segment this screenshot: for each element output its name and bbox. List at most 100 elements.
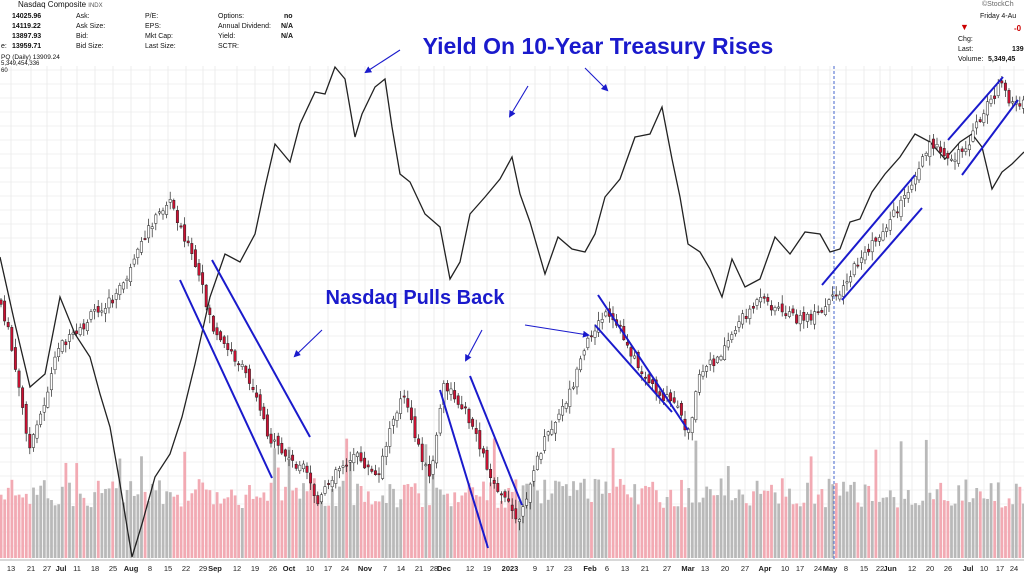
pe-label: P/E: (145, 13, 159, 20)
volume-bar (50, 499, 53, 558)
volume-bar (582, 478, 586, 558)
x-tick-label: 9 (533, 564, 537, 573)
candle-body (949, 158, 953, 161)
volume-bar (366, 491, 370, 558)
x-tick-label: 14 (397, 564, 405, 573)
candle-body (960, 148, 964, 152)
volume-bar (410, 486, 413, 558)
x-tick-label: 12 (908, 564, 916, 573)
volume-bar (150, 483, 154, 558)
annotation-arrow (465, 329, 483, 362)
volume-bar (68, 482, 71, 558)
volume-bar (14, 495, 17, 558)
candle-body (287, 457, 291, 461)
volume-bar (230, 489, 233, 558)
volume-bar (820, 489, 824, 558)
volume-bar (536, 490, 539, 558)
candle-body (777, 306, 781, 309)
volume-bar (251, 498, 255, 558)
volume-bar (683, 507, 687, 558)
candle-body (845, 281, 849, 284)
volume-bar (586, 498, 590, 558)
volume-bar (161, 504, 165, 558)
volume-bar (878, 501, 881, 558)
candle-body (499, 493, 503, 496)
x-tick-label: 12 (466, 564, 474, 573)
candle-body (629, 347, 633, 357)
candle-body (982, 113, 986, 123)
candle-body (769, 305, 773, 311)
candle-body (10, 327, 14, 351)
candle-body (834, 294, 838, 297)
volume-bar (917, 505, 921, 558)
candle-body (859, 257, 863, 263)
x-tick-label: Feb (583, 564, 597, 573)
volume-bar (10, 479, 14, 558)
volume-bar (363, 501, 367, 558)
volume-bar (370, 504, 374, 558)
candle-body (111, 299, 115, 304)
candle-body (784, 313, 788, 316)
volume-bar (676, 506, 680, 558)
volume-bar (640, 488, 644, 558)
volume-bar (348, 460, 352, 558)
x-tick-label: 12 (233, 564, 241, 573)
candle-body (64, 341, 68, 346)
candle-body (35, 424, 39, 439)
volume-bar (168, 492, 172, 558)
candle-body (21, 387, 25, 408)
candle-body (939, 146, 943, 153)
candle-body (136, 248, 140, 258)
candle-body (395, 412, 399, 421)
volume-bar (579, 482, 583, 558)
candle-body (525, 498, 529, 506)
candle-body (334, 469, 338, 484)
volume-bar (860, 506, 863, 558)
candle-body (327, 483, 331, 485)
candle-body (197, 263, 201, 276)
volume-bar (1014, 483, 1018, 558)
x-tick-label: 25 (109, 564, 117, 573)
volume-bar (730, 500, 734, 558)
volume-bar (381, 495, 385, 558)
candle-body (233, 350, 237, 362)
volume-bar (780, 478, 784, 558)
candle-body (647, 374, 651, 383)
volume-bar (147, 501, 151, 558)
volume-bar (870, 500, 874, 558)
candle-body (28, 433, 32, 449)
volume-bar (208, 490, 212, 558)
volume-bar (89, 507, 93, 558)
candle-body (741, 313, 745, 325)
x-tick-label: 18 (91, 564, 99, 573)
volume-bar (528, 485, 532, 558)
candle-body (514, 508, 518, 520)
volume-bar (503, 507, 507, 558)
volume-bar (46, 498, 50, 558)
candle-body (589, 335, 593, 338)
candle-body (561, 406, 565, 416)
candle-body (967, 144, 971, 150)
candle-body (773, 307, 777, 312)
candle-body (219, 331, 223, 341)
candle-body (467, 408, 471, 424)
volume-bar (885, 497, 889, 558)
volume-bar (816, 494, 820, 558)
candle-body (269, 433, 273, 444)
volume-bar (453, 492, 457, 558)
volume-bar (672, 506, 676, 558)
candle-body (3, 300, 7, 322)
candle-body (413, 416, 417, 439)
volume-bar (726, 466, 730, 558)
volume-bar (482, 481, 485, 558)
candle-body (885, 227, 889, 232)
x-tick-label: Aug (124, 564, 139, 573)
volume-bar (950, 505, 953, 558)
volume-bar (435, 487, 439, 558)
x-tick-label: Jul (963, 564, 974, 573)
candle-body (406, 398, 410, 408)
candle-body (946, 152, 950, 159)
ticker-line: PQ (Daily) 13909.24 (1, 54, 60, 61)
volume-bar (374, 501, 377, 558)
candle-body (330, 480, 334, 488)
